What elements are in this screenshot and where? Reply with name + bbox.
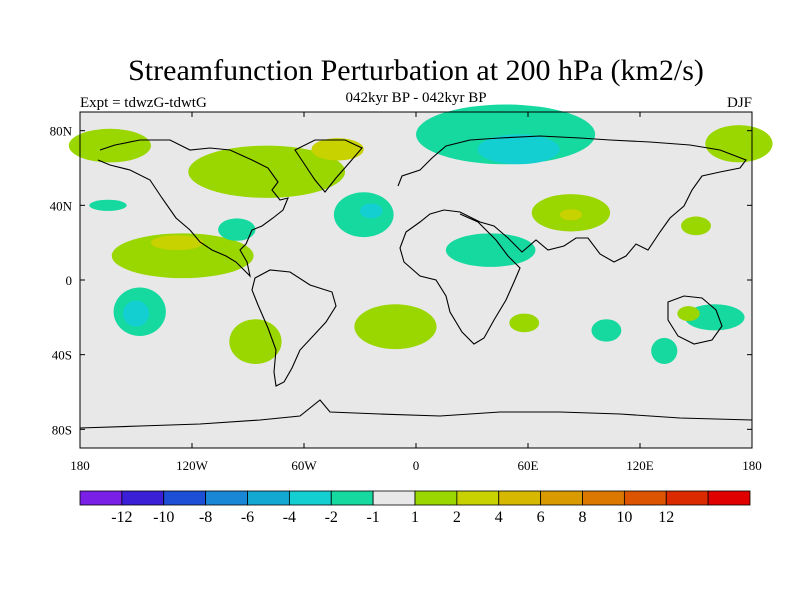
contour-region: [591, 319, 622, 342]
colorbar-box: [121, 490, 165, 506]
contour-region: [684, 304, 745, 331]
contour-region: [218, 218, 256, 241]
colorbar-label: -8: [199, 509, 212, 526]
y-tick-label: 80N: [50, 124, 73, 139]
contour-region: [122, 300, 150, 327]
x-tick-label: 60W: [291, 458, 317, 473]
colorbar-box: [372, 490, 416, 506]
colorbar-box: [163, 490, 207, 506]
y-tick-label: 40S: [52, 348, 72, 363]
colorbar-label: -12: [111, 509, 132, 526]
contour-region: [89, 199, 127, 211]
australia-coast: [667, 295, 723, 345]
colorbar-box: [205, 490, 248, 506]
colorbar-label: 4: [495, 509, 503, 526]
contour-region: [354, 304, 437, 350]
eurasia-africa-coast: [397, 135, 747, 345]
south-america-coast: [251, 269, 337, 387]
colorbar-label: 1: [411, 509, 419, 526]
colorbar-box: [665, 490, 709, 506]
y-tick-label: 80S: [52, 422, 72, 437]
colorbar-box: [288, 490, 332, 506]
colorbar: -12 -10 -8 -6 -4 -2 -1 1 2 4 6 8 10 12: [79, 490, 751, 526]
contour-region: [477, 134, 560, 165]
colorbar-box: [498, 490, 542, 506]
chart-title: Streamfunction Perturbation at 200 hPa (…: [128, 54, 704, 87]
colorbar-box: [414, 490, 458, 506]
colorbar-label: 8: [579, 509, 587, 526]
colorbar-box: [79, 490, 123, 506]
antarctica-coast: [79, 399, 753, 429]
contour-region: [559, 209, 583, 221]
colorbar-box: [247, 490, 290, 506]
y-tick-label: 0: [66, 273, 73, 288]
contour-region: [705, 125, 773, 163]
colorbar-box: [707, 490, 751, 506]
colorbar-label: -10: [153, 509, 174, 526]
experiment-label: Expt = tdwzG-tdwtG: [80, 95, 207, 111]
x-tick-label: 0: [413, 458, 420, 473]
contour-region: [111, 233, 254, 279]
contour-region: [681, 216, 711, 236]
contour-region: [188, 145, 346, 198]
perturbation-regions: [68, 104, 773, 364]
colorbar-box: [623, 490, 667, 506]
colorbar-box: [456, 490, 500, 506]
season-label: DJF: [727, 95, 752, 111]
colorbar-label: 10: [616, 509, 632, 526]
colorbar-label: 2: [453, 509, 461, 526]
coastlines: [79, 135, 753, 429]
contour-region: [68, 128, 151, 163]
chart-subtitle: 042kyr BP - 042kyr BP: [345, 90, 486, 106]
x-tick-label: 120E: [626, 458, 654, 473]
x-tick-label: 60E: [518, 458, 539, 473]
north-america-coast: [97, 139, 289, 278]
contour-region: [360, 203, 383, 219]
colorbar-label: -2: [325, 509, 338, 526]
contour-region: [677, 306, 700, 322]
greenland-coast: [294, 139, 363, 193]
contour-region: [509, 313, 540, 333]
colorbar-label: -6: [241, 509, 254, 526]
colorbar-box: [540, 490, 583, 506]
colorbar-box: [582, 490, 625, 506]
x-tick-label: 180: [742, 458, 762, 473]
y-axis: 80N 40N 0 40S 80S: [50, 124, 752, 437]
x-tick-label: 180: [70, 458, 90, 473]
plot-background: [80, 112, 752, 448]
x-tick-label: 120W: [176, 458, 209, 473]
colorbar-label: -4: [283, 509, 296, 526]
contour-region: [311, 138, 364, 161]
colorbar-label: 12: [658, 509, 674, 526]
contour-region: [229, 319, 282, 364]
colorbar-label: 6: [537, 509, 545, 526]
contour-region: [445, 233, 536, 267]
contour-region: [150, 235, 204, 251]
colorbar-label: -1: [366, 509, 379, 526]
contour-region: [651, 337, 678, 364]
colorbar-box: [330, 490, 374, 506]
x-axis: 180 120W 60W 0 60E 120E 180: [70, 112, 762, 473]
y-tick-label: 40N: [50, 198, 73, 213]
